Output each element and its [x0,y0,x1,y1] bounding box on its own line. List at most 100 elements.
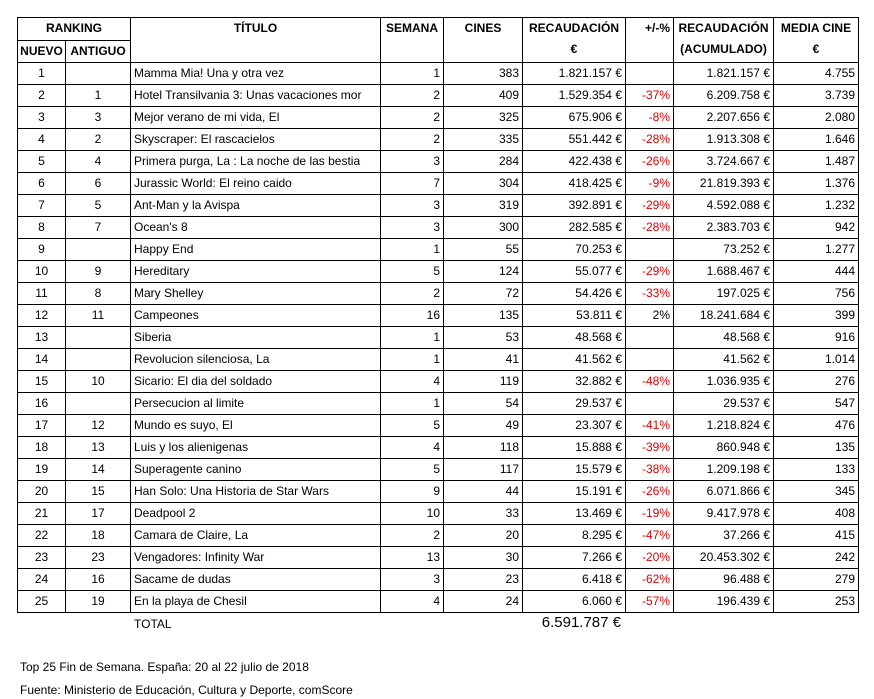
table-cell: 1.821.157 € [522,62,626,85]
cell-text: -48% [641,374,670,388]
table-cell: -39% [625,436,674,459]
table-cell: 7 [17,194,66,217]
table-cell: 5 [380,414,444,437]
cell-text: -38% [641,462,670,476]
table-cell: Siberia [130,326,381,349]
table-cell: -62% [625,568,674,591]
table-cell: 4 [380,590,444,613]
table-cell: Revolucion silenciosa, La [130,348,381,371]
table-cell: 1.487 [773,150,859,173]
table-cell: 117 [443,458,523,481]
cell-text: 44 [505,484,519,498]
cell-text: Jurassic World: El reino caido [134,176,292,190]
table-cell: -8% [625,106,674,129]
header-cell: CINES [443,17,523,63]
cell-text: 2 [433,110,440,124]
cell-text: Hotel Transilvania 3: Unas vacaciones mo… [134,88,362,102]
table-cell: 422.438 € [522,150,626,173]
table-cell: 14 [17,348,66,371]
table-cell: 1 [380,326,444,349]
cell-text: 19 [91,594,105,608]
cell-text: Vengadores: Infinity War [134,550,265,564]
table-cell: 30 [443,546,523,569]
table-cell: 70.253 € [522,238,626,261]
cell-text: 118 [499,440,519,454]
table-cell: 2 [380,106,444,129]
table-cell: 1 [17,62,66,85]
cell-text: En la playa de Chesil [134,594,247,608]
header-cell: ANTIGUO [65,40,131,63]
header-text: ANTIGUO [70,44,126,58]
table-cell: 1.376 [773,172,859,195]
cell-text: 15 [34,374,49,388]
cell-text: 18.241.684 € [699,308,770,322]
cell-text: 15.191 € [575,484,622,498]
cell-text: 13 [34,330,49,344]
cell-text: 15.888 € [575,440,622,454]
cell-text: 383 [498,66,519,80]
cell-text: 7 [433,176,440,190]
table-cell: 1.277 [773,238,859,261]
table-cell: 2 [380,128,444,151]
header-cell: MEDIA CINE € [773,17,859,63]
table-cell: 675.906 € [522,106,626,129]
cell-text: 96.488 € [723,572,770,586]
cell-text: 54.426 € [575,286,622,300]
cell-text: 2 [433,88,440,102]
cell-text: 4.755 [824,66,855,80]
cell-text: 1.913.308 € [706,132,770,146]
cell-text: 25 [34,594,49,608]
table-cell: -28% [625,128,674,151]
cell-text: 2.080 [824,110,855,124]
table-cell: 18 [17,436,66,459]
cell-text: 6.209.758 € [706,88,770,102]
table-cell: 24 [443,590,523,613]
table-cell: 1 [65,84,131,107]
cell-text: Revolucion silenciosa, La [134,352,270,366]
table-cell: 1.014 [773,348,859,371]
table-cell: -19% [625,502,674,525]
table-cell: 408 [773,502,859,525]
table-cell: 49 [443,414,523,437]
table-cell: 2.383.703 € [673,216,774,239]
table-cell: 13 [17,326,66,349]
cell-text: Sicario: El dia del soldado [134,374,273,388]
table-cell: Persecucion al limite [130,392,381,415]
cell-text: 48.568 € [575,330,622,344]
cell-text: -57% [641,594,670,608]
table-cell: 48.568 € [522,326,626,349]
cell-text: 4 [94,154,102,168]
cell-text: 196.439 € [716,594,770,608]
table-cell: 4 [380,370,444,393]
cell-text: 6 [94,176,102,190]
table-cell: 1.821.157 € [673,62,774,85]
cell-text: 20.453.302 € [699,550,770,564]
table-cell: 54 [443,392,523,415]
cell-text: -37% [641,88,670,102]
cell-text: 916 [834,330,855,344]
table-cell: 2.080 [773,106,859,129]
header-text: € [570,42,578,56]
table-cell: 392.891 € [522,194,626,217]
cell-text: Primera purga, La : La noche de las best… [134,154,361,168]
table-cell [625,62,674,85]
table-cell: -57% [625,590,674,613]
cell-text: 2.383.703 € [706,220,770,234]
table-cell: 7 [380,172,444,195]
table-cell: 409 [443,84,523,107]
table-cell: 279 [773,568,859,591]
table-cell: 6 [17,172,66,195]
table-cell: 18.241.684 € [673,304,774,327]
table-cell: 13 [380,546,444,569]
table-cell: 7.266 € [522,546,626,569]
cell-text: 9 [94,264,102,278]
header-text: (ACUMULADO) [680,42,767,56]
header-text: MEDIA CINE [780,21,852,35]
cell-text: 1.487 [824,154,855,168]
cell-text: 4.592.088 € [706,198,770,212]
cell-text: 70.253 € [575,242,622,256]
table-cell: 32.882 € [522,370,626,393]
table-cell: 44 [443,480,523,503]
table-cell: 48.568 € [673,326,774,349]
table-cell: 15 [65,480,131,503]
